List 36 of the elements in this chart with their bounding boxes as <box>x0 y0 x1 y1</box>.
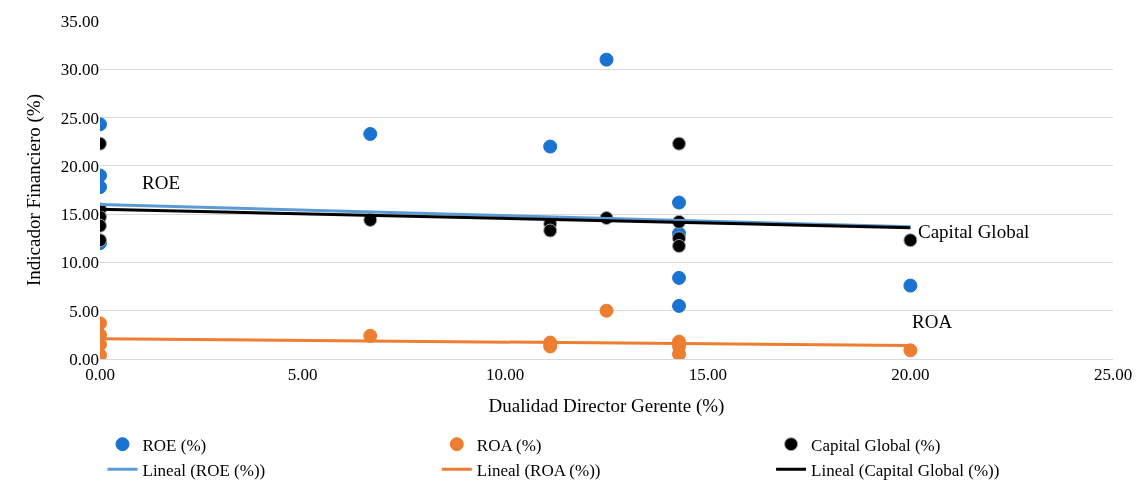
y-tick-label: 25.00 <box>60 108 99 128</box>
legend-label: Lineal (ROE (%)) <box>142 460 266 480</box>
point <box>599 52 614 67</box>
point <box>672 270 687 285</box>
annotation: ROE <box>142 172 180 193</box>
y-axis-title: Indicador Financiero (%) <box>22 93 45 287</box>
point <box>543 139 558 154</box>
annotation: Capital Global <box>918 221 1030 242</box>
point <box>903 278 918 293</box>
point <box>672 239 687 253</box>
x-tick-label: 15.00 <box>688 365 727 385</box>
legend-label: Lineal (ROA (%)) <box>476 460 601 480</box>
x-tick-label: 20.00 <box>891 365 930 385</box>
legend-label: ROE (%) <box>142 435 207 455</box>
y-tick-label: 35.00 <box>60 11 99 31</box>
y-tick-label: 30.00 <box>60 60 99 80</box>
point <box>672 195 687 210</box>
point <box>903 233 918 248</box>
y-tick-label: 5.00 <box>69 301 99 321</box>
annotation: ROA <box>912 311 953 332</box>
point <box>672 298 687 313</box>
legend-label: ROA (%) <box>476 435 542 455</box>
point <box>543 223 558 238</box>
point <box>903 343 918 358</box>
legend-label: Capital Global (%) <box>811 435 941 455</box>
x-axis-title: Dualidad Director Gerente (%) <box>488 395 725 418</box>
y-tick-label: 15.00 <box>60 205 99 225</box>
x-tick-label: 5.00 <box>287 365 318 385</box>
x-tick-label: 25.00 <box>1093 365 1133 385</box>
legend-label: Lineal (Capital Global (%)) <box>811 460 1000 480</box>
point <box>363 126 378 141</box>
x-tick-label: 10.00 <box>486 365 525 385</box>
y-tick-label: 20.00 <box>60 156 99 176</box>
point <box>599 303 614 318</box>
y-tick-label: 10.00 <box>60 253 99 273</box>
point <box>672 136 687 151</box>
